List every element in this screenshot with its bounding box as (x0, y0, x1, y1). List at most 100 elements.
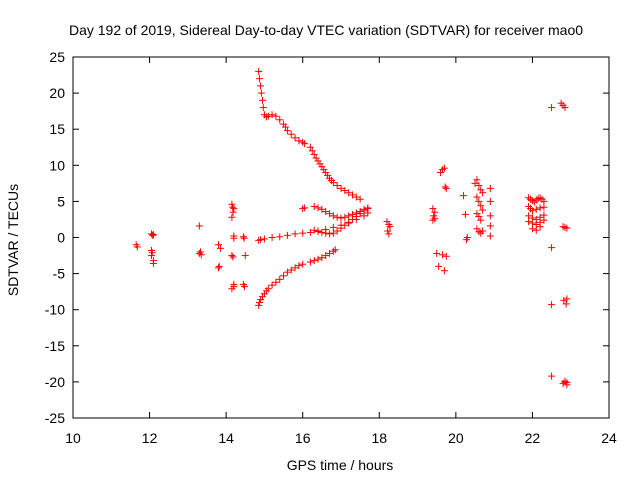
data-point (479, 189, 487, 197)
data-point (429, 205, 437, 213)
data-point (333, 227, 341, 235)
data-point (477, 202, 485, 210)
y-tick-label: -20 (45, 374, 65, 390)
data-point (195, 249, 203, 257)
data-point (386, 223, 394, 231)
y-tick-label: 25 (49, 49, 65, 65)
data-point (260, 235, 268, 243)
data-point (548, 301, 556, 309)
data-point (241, 283, 249, 291)
data-point (532, 205, 540, 213)
data-point (228, 213, 236, 221)
data-point (329, 179, 337, 187)
data-point (333, 213, 341, 221)
data-point (276, 275, 284, 283)
data-point (228, 285, 236, 293)
data-point (257, 236, 265, 244)
axis-tick-labels: 10 12 14 16 18 20 22 24 25 20 15 10 5 0 -5 -10 -15 -20 -25 (45, 49, 617, 446)
data-point (528, 225, 536, 233)
data-point (345, 189, 353, 197)
data-point (356, 195, 364, 203)
data-point (329, 229, 337, 237)
data-point (264, 285, 272, 293)
data-point (430, 212, 438, 220)
data-point (280, 272, 288, 280)
data-point (560, 296, 568, 304)
data-point (268, 281, 276, 289)
axis-ticks (72, 56, 610, 419)
data-point (287, 266, 295, 274)
data-point (536, 223, 544, 231)
data-point (438, 251, 446, 259)
data-point (257, 82, 265, 90)
data-point (230, 280, 238, 288)
data-point (477, 216, 485, 224)
data-point (563, 379, 571, 387)
data-point (276, 116, 284, 124)
data-point (471, 179, 479, 187)
data-point (348, 215, 356, 223)
data-point (301, 204, 309, 212)
data-point (326, 230, 334, 238)
data-point (230, 205, 238, 213)
data-point (230, 234, 238, 242)
data-point (257, 89, 265, 97)
data-point (272, 278, 280, 286)
x-tick-label: 16 (295, 430, 311, 446)
data-point (295, 262, 303, 270)
y-tick-label: -15 (45, 338, 65, 354)
data-point (229, 253, 237, 261)
data-point (331, 246, 339, 254)
data-point (322, 252, 330, 260)
data-point (326, 210, 334, 218)
data-point (322, 208, 330, 216)
data-point (442, 252, 450, 260)
y-tick-label: 15 (49, 121, 65, 137)
data-point (486, 212, 494, 220)
data-point (149, 259, 157, 267)
data-point (318, 254, 326, 262)
data-point (301, 140, 309, 148)
data-point (385, 230, 393, 238)
data-point (463, 236, 471, 244)
data-point (310, 150, 318, 158)
data-point (264, 112, 272, 120)
data-point (536, 204, 544, 212)
data-point (352, 193, 360, 201)
data-point (548, 372, 556, 380)
data-point (561, 104, 569, 112)
data-point (314, 228, 322, 236)
data-point (295, 137, 303, 145)
y-axis-label: SDTVAR / TECUs (5, 184, 21, 296)
x-axis-label: GPS time / hours (287, 457, 394, 473)
data-point (473, 176, 481, 184)
data-point (268, 111, 276, 119)
data-point (299, 229, 307, 237)
data-point (440, 164, 448, 172)
data-point (460, 192, 468, 200)
data-point (475, 197, 483, 205)
data-point (310, 257, 318, 265)
data-point (356, 210, 364, 218)
data-point (228, 200, 236, 208)
data-point (149, 231, 157, 239)
data-point (291, 134, 299, 142)
data-point (440, 267, 448, 275)
data-point (345, 212, 353, 220)
data-point (486, 232, 494, 240)
data-point (214, 241, 222, 249)
data-point (310, 202, 318, 210)
data-point (299, 260, 307, 268)
data-point (486, 184, 494, 192)
data-point (360, 207, 368, 215)
data-point (306, 143, 314, 151)
y-tick-label: -5 (53, 266, 66, 282)
data-point (318, 228, 326, 236)
data-point (486, 222, 494, 230)
data-point (314, 204, 322, 212)
data-point (326, 249, 334, 257)
data-point (548, 244, 556, 252)
data-point (214, 264, 222, 272)
data-point (306, 258, 314, 266)
